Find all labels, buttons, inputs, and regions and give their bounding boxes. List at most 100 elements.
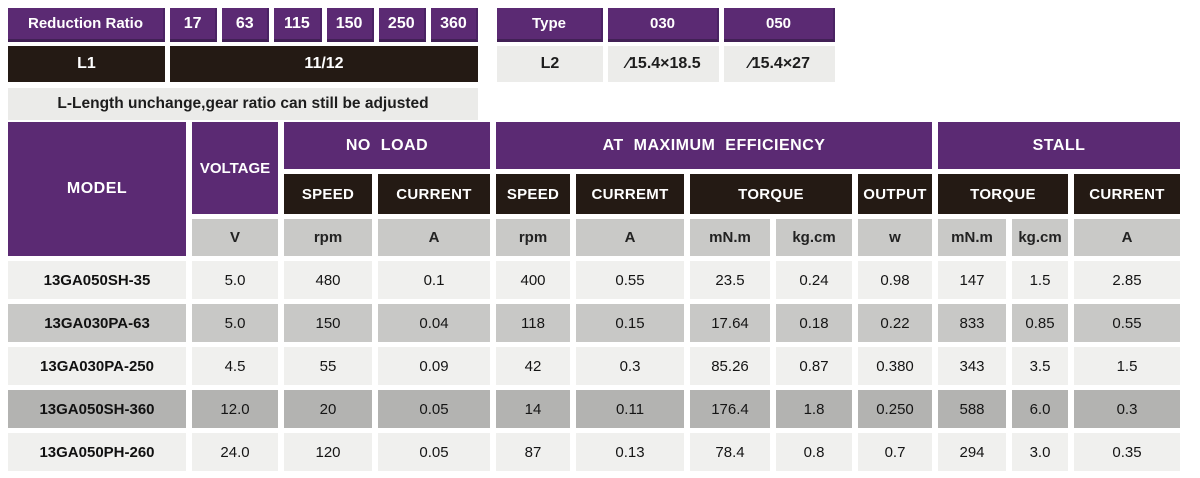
unit-cell: A — [378, 219, 490, 256]
unit-cell: kg.cm — [1012, 219, 1068, 256]
ratio-value: 63 — [222, 8, 270, 42]
value-cell: 78.4 — [690, 433, 770, 471]
value-cell: 87 — [496, 433, 570, 471]
unit-cell: V — [192, 219, 278, 256]
group-max-efficiency: AT MAXIMUM EFFICIENCY — [496, 122, 932, 169]
value-cell: 12.0 — [192, 390, 278, 428]
ratio-value: 360 — [430, 8, 479, 42]
value-cell: 23.5 — [690, 261, 770, 299]
value-cell: 20 — [284, 390, 372, 428]
subheader-maxeff-speed: SPEED — [496, 174, 570, 214]
value-cell: 118 — [496, 304, 570, 342]
l1-row: L1 11/12 — [8, 46, 478, 82]
model-cell: 13GA050SH-360 — [8, 390, 186, 428]
value-cell: 14 — [496, 390, 570, 428]
value-cell: 176.4 — [690, 390, 770, 428]
value-cell: 4.5 — [192, 347, 278, 385]
l2-value: ∕15.4×27 — [724, 46, 835, 82]
model-header: MODEL — [8, 122, 186, 256]
value-cell: 5.0 — [192, 304, 278, 342]
value-cell: 0.55 — [576, 261, 684, 299]
subheader-noload-speed: SPEED — [284, 174, 372, 214]
model-cell: 13GA030PA-63 — [8, 304, 186, 342]
value-cell: 0.05 — [378, 433, 490, 471]
value-cell: 0.3 — [576, 347, 684, 385]
value-cell: 588 — [938, 390, 1006, 428]
value-cell: 3.5 — [1012, 347, 1068, 385]
unit-cell: rpm — [284, 219, 372, 256]
value-cell: 3.0 — [1012, 433, 1068, 471]
type-label: Type — [497, 8, 603, 42]
group-no-load: NO LOAD — [284, 122, 490, 169]
value-cell: 0.250 — [858, 390, 932, 428]
value-cell: 6.0 — [1012, 390, 1068, 428]
value-cell: 1.5 — [1012, 261, 1068, 299]
unit-cell: kg.cm — [776, 219, 852, 256]
value-cell: 400 — [496, 261, 570, 299]
value-cell: 0.22 — [858, 304, 932, 342]
model-cell: 13GA050SH-35 — [8, 261, 186, 299]
unit-cell: w — [858, 219, 932, 256]
value-cell: 24.0 — [192, 433, 278, 471]
subheader-maxeff-current: CURREMT — [576, 174, 684, 214]
value-cell: 17.64 — [690, 304, 770, 342]
value-cell: 1.5 — [1074, 347, 1180, 385]
voltage-header: VOLTAGE — [192, 122, 278, 214]
value-cell: 833 — [938, 304, 1006, 342]
spec-table: MODEL VOLTAGE NO LOAD AT MAXIMUM EFFICIE… — [8, 122, 1180, 471]
value-cell: 0.35 — [1074, 433, 1180, 471]
unit-cell: rpm — [496, 219, 570, 256]
model-cell: 13GA050PH-260 — [8, 433, 186, 471]
value-cell: 150 — [284, 304, 372, 342]
value-cell: 2.85 — [1074, 261, 1180, 299]
value-cell: 0.11 — [576, 390, 684, 428]
value-cell: 0.55 — [1074, 304, 1180, 342]
value-cell: 480 — [284, 261, 372, 299]
value-cell: 0.380 — [858, 347, 932, 385]
unit-cell: A — [576, 219, 684, 256]
subheader-maxeff-torque: TORQUE — [690, 174, 852, 214]
value-cell: 42 — [496, 347, 570, 385]
model-cell: 13GA030PA-250 — [8, 347, 186, 385]
unit-cell: mN.m — [938, 219, 1006, 256]
value-cell: 294 — [938, 433, 1006, 471]
type-header-row: Type 030 050 — [497, 8, 837, 42]
length-note: L-Length unchange,gear ratio can still b… — [8, 88, 478, 120]
ratio-value: 17 — [170, 8, 218, 42]
ratio-value: 150 — [326, 8, 374, 42]
reduction-ratio-label: Reduction Ratio — [8, 8, 165, 42]
unit-cell: mN.m — [690, 219, 770, 256]
value-cell: 0.1 — [378, 261, 490, 299]
value-cell: 120 — [284, 433, 372, 471]
value-cell: 0.87 — [776, 347, 852, 385]
unit-cell: A — [1074, 219, 1180, 256]
value-cell: 55 — [284, 347, 372, 385]
value-cell: 0.04 — [378, 304, 490, 342]
l2-row: L2 ∕15.4×18.5 ∕15.4×27 — [497, 46, 837, 82]
value-cell: 0.15 — [576, 304, 684, 342]
value-cell: 0.8 — [776, 433, 852, 471]
value-cell: 0.7 — [858, 433, 932, 471]
subheader-maxeff-output: OUTPUT — [858, 174, 932, 214]
value-cell: 0.09 — [378, 347, 490, 385]
l2-label: L2 — [497, 46, 603, 82]
value-cell: 343 — [938, 347, 1006, 385]
type-value: 030 — [608, 8, 719, 42]
subheader-noload-current: CURRENT — [378, 174, 490, 214]
reduction-ratio-header-row: Reduction Ratio 17 63 115 150 250 360 — [8, 8, 479, 42]
value-cell: 5.0 — [192, 261, 278, 299]
group-stall: STALL — [938, 122, 1180, 169]
ratio-value: 250 — [378, 8, 426, 42]
ratio-value: 115 — [274, 8, 322, 42]
value-cell: 0.98 — [858, 261, 932, 299]
value-cell: 147 — [938, 261, 1006, 299]
value-cell: 1.8 — [776, 390, 852, 428]
l1-label: L1 — [8, 46, 165, 82]
subheader-stall-torque: TORQUE — [938, 174, 1068, 214]
value-cell: 85.26 — [690, 347, 770, 385]
value-cell: 0.18 — [776, 304, 852, 342]
l1-value: 11/12 — [170, 46, 478, 82]
type-table: Type 030 050 L2 ∕15.4×18.5 ∕15.4×27 — [497, 8, 837, 82]
value-cell: 0.85 — [1012, 304, 1068, 342]
